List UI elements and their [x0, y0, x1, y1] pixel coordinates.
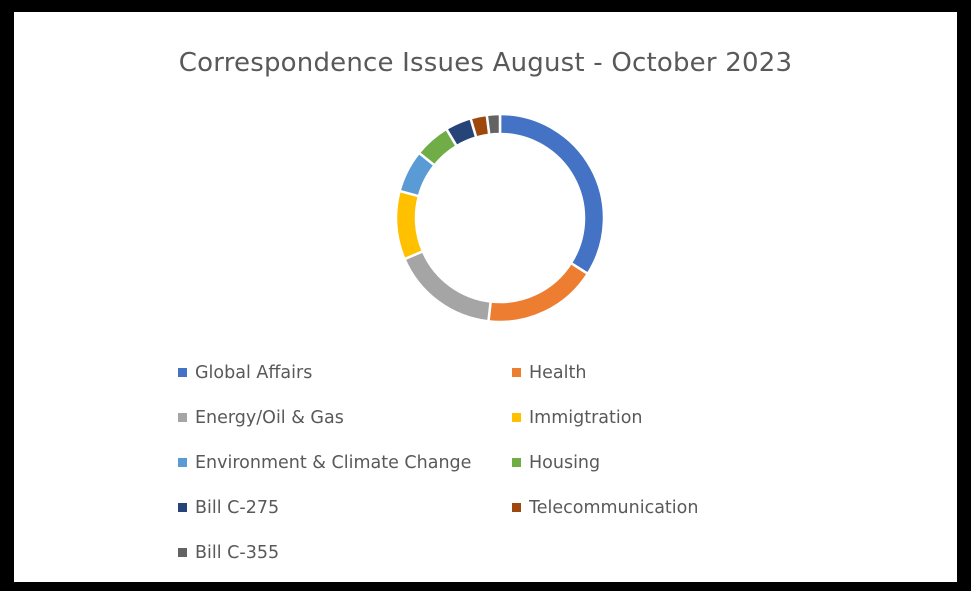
legend-item-housing: Housing [512, 449, 772, 476]
legend-item-telecommunication: Telecommunication [512, 494, 772, 521]
legend-item-health: Health [512, 359, 772, 386]
legend-label: Bill C-275 [195, 497, 280, 518]
donut-chart [394, 112, 606, 324]
legend-item-energy-oil-gas: Energy/Oil & Gas [178, 404, 512, 431]
donut-slice-energy-oil-gas [402, 249, 493, 323]
legend-label: Environment & Climate Change [195, 452, 472, 473]
legend-swatch [178, 413, 187, 422]
legend-label: Energy/Oil & Gas [195, 407, 344, 428]
legend-swatch [512, 503, 521, 512]
donut-slice-global-affairs [498, 112, 606, 276]
chart-legend: Global Affairs Health Energy/Oil & Gas Immi… [178, 359, 772, 566]
donut-slice-bill-c-355 [485, 112, 502, 137]
legend-swatch [512, 368, 521, 377]
legend-item-bill-c-355: Bill C-355 [178, 539, 512, 566]
donut-slice-health [487, 261, 590, 324]
legend-item-environment-climate-change: Environment & Climate Change [178, 449, 512, 476]
chart-title: Correspondence Issues August - October 2… [178, 48, 793, 78]
legend-swatch [178, 458, 187, 467]
legend-swatch [512, 458, 521, 467]
legend-swatch [178, 503, 187, 512]
legend-label: Health [529, 362, 587, 383]
legend-label: Housing [529, 452, 601, 473]
legend-label: Immigtration [529, 407, 643, 428]
donut-slice-immigtration [394, 189, 425, 261]
legend-swatch [178, 548, 187, 557]
legend-label: Bill C-355 [195, 542, 280, 563]
legend-label: Global Affairs [195, 362, 313, 383]
legend-item-immigtration: Immigtration [512, 404, 772, 431]
legend-swatch [178, 368, 187, 377]
legend-item-global-affairs: Global Affairs [178, 359, 512, 386]
chart-area: Correspondence Issues August - October 2… [14, 12, 957, 582]
legend-swatch [512, 413, 521, 422]
legend-label: Telecommunication [529, 497, 699, 518]
legend-item-bill-c-275: Bill C-275 [178, 494, 512, 521]
